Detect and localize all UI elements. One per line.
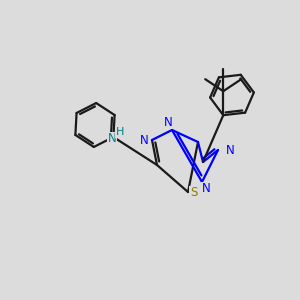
Text: S: S xyxy=(190,187,198,200)
Text: N: N xyxy=(164,116,172,128)
Text: N: N xyxy=(140,134,148,146)
Text: N: N xyxy=(226,143,235,157)
Text: N: N xyxy=(202,182,210,196)
Text: H: H xyxy=(116,127,124,137)
Text: N: N xyxy=(108,133,116,146)
